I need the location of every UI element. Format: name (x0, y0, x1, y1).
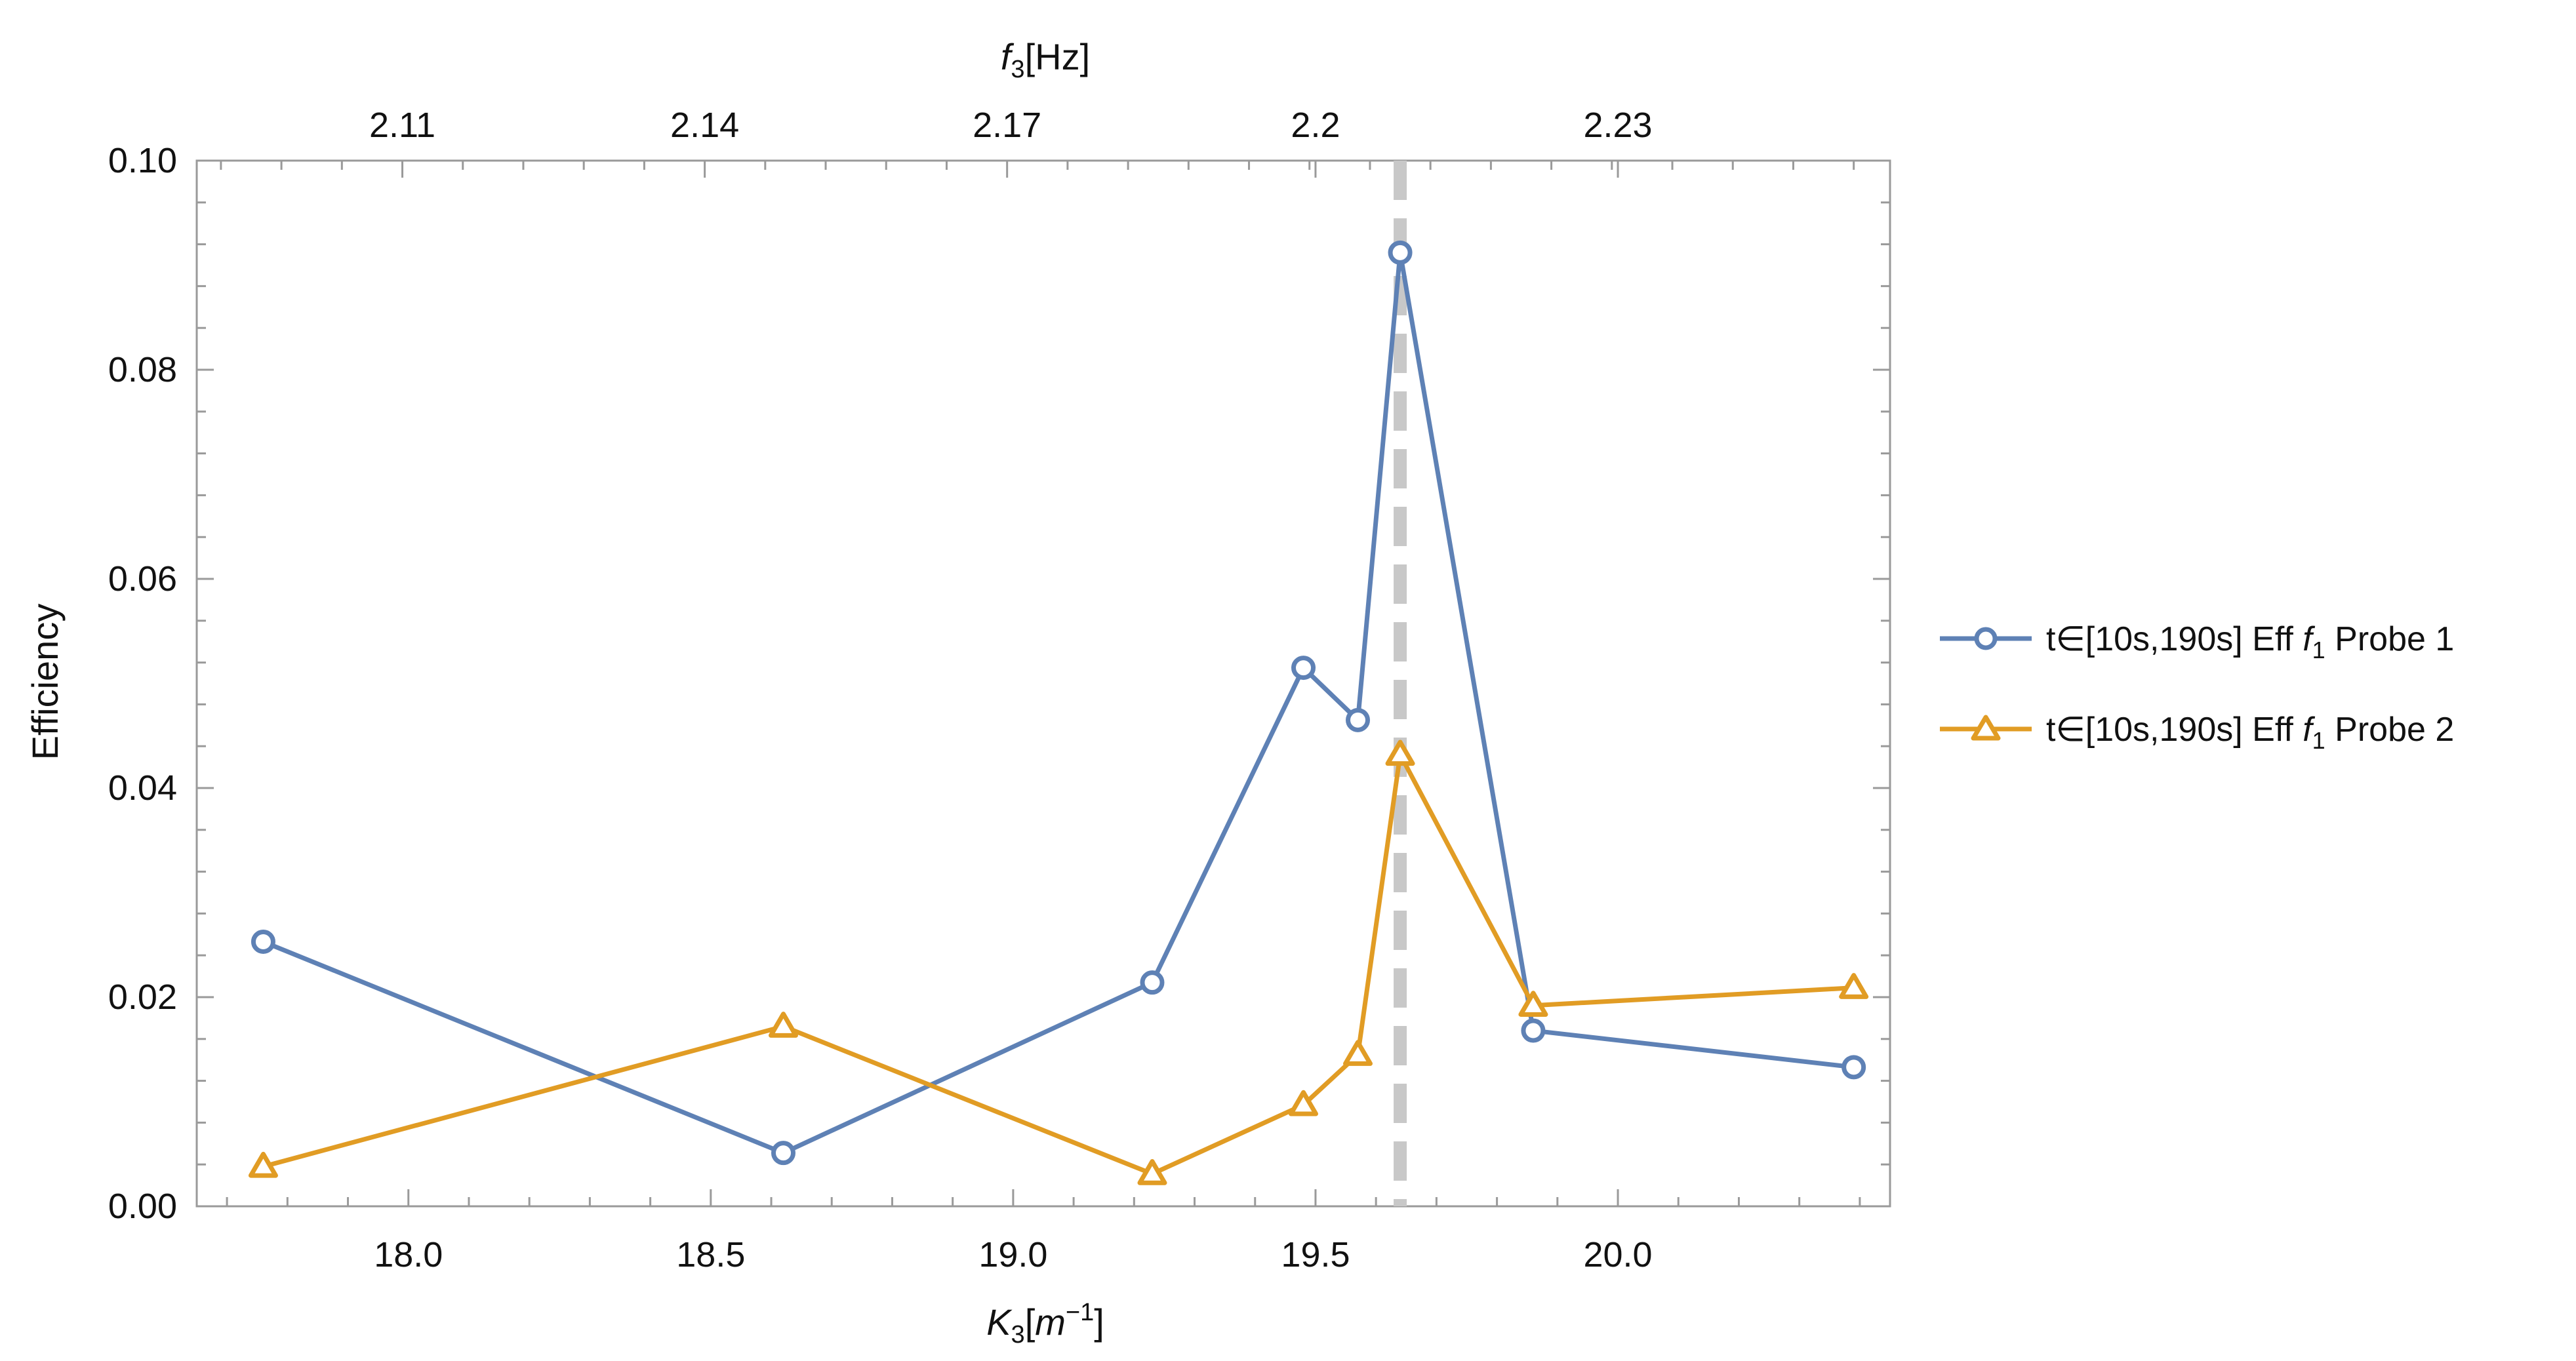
y-tick-label: 0.02 (108, 977, 177, 1017)
top-axis-title-unit: [Hz] (1025, 36, 1091, 77)
series-2 (248, 740, 1869, 1185)
legend-label-probe-2: t∈[10s,190s] Eff f1 Probe 2 (2046, 711, 2454, 754)
legend-label-sub: 1 (2312, 727, 2325, 754)
x-tick-label: 18.5 (676, 1235, 745, 1274)
legend-label-f: f (2303, 711, 2315, 749)
legend: t∈[10s,190s] Eff f1 Probe 1 t∈[10s,190s]… (1940, 620, 2454, 754)
data-point-circle (1388, 240, 1413, 265)
legend-swatch-triangle-marker (1971, 715, 2001, 741)
data-point-triangle (768, 1012, 798, 1038)
top-axis-title-sub: 3 (1011, 56, 1024, 83)
y-tick-label: 0.06 (108, 559, 177, 599)
legend-label-sub: 1 (2312, 637, 2325, 663)
legend-label-probe-1: t∈[10s,190s] Eff f1 Probe 1 (2046, 620, 2454, 663)
data-point-circle (1291, 656, 1316, 680)
data-point-triangle (1839, 973, 1869, 999)
x-tick-label: 18.0 (374, 1235, 443, 1274)
legend-label-suffix: Probe 1 (2325, 620, 2455, 658)
top-tick-label: 2.2 (1291, 106, 1340, 145)
data-point-triangle (1343, 1040, 1373, 1066)
x-axis-title-main: K (986, 1301, 1013, 1343)
legend-label-prefix: t∈[10s,190s] Eff (2046, 711, 2303, 749)
x-axis-title-sub: 3 (1011, 1321, 1025, 1349)
series-group (248, 240, 1869, 1185)
y-tick-label: 0.00 (108, 1187, 177, 1226)
y-tick-label: 0.08 (108, 350, 177, 389)
data-point-circle (251, 929, 275, 954)
x-axis-title-unit: m (1035, 1301, 1066, 1343)
x-axis-title-close: ] (1094, 1301, 1104, 1343)
data-point-circle (1521, 1018, 1546, 1043)
legend-label-prefix: t∈[10s,190s] Eff (2046, 620, 2303, 658)
data-point-circle (1841, 1055, 1866, 1080)
tick-labels: 18.0 18.5 19.0 19.5 20.0 0.00 0.02 0.04 0.06 0.08… (108, 106, 1653, 1274)
legend-swatch-circle-marker (1974, 627, 1998, 650)
x-tick-label: 19.0 (978, 1235, 1047, 1274)
x-tick-label: 19.5 (1281, 1235, 1350, 1274)
plot-frame (195, 159, 1891, 1208)
top-tick-label: 2.11 (369, 106, 435, 145)
data-point-triangle (1289, 1090, 1319, 1116)
top-tick-label: 2.23 (1583, 106, 1652, 145)
y-tick-label: 0.04 (108, 768, 177, 808)
data-point-triangle (1385, 740, 1415, 766)
top-tick-label: 2.17 (973, 106, 1041, 145)
legend-label-suffix: Probe 2 (2325, 711, 2455, 749)
top-axis-title: f3[Hz] (1001, 36, 1090, 83)
tick-marks (197, 159, 1890, 1208)
data-point-circle (1140, 970, 1165, 995)
y-axis-title: Efficiency (24, 604, 66, 760)
x-axis-title: K3[m−1] (986, 1299, 1104, 1349)
y-tick-label: 0.10 (108, 141, 177, 180)
series-line (262, 250, 1855, 1156)
legend-entry-probe-1: t∈[10s,190s] Eff f1 Probe 1 (1940, 620, 2454, 663)
series-1 (251, 240, 1866, 1166)
data-point-triangle (248, 1151, 278, 1178)
data-point-triangle (1518, 991, 1548, 1017)
x-axis-title-open: [ (1025, 1301, 1036, 1343)
legend-entry-probe-2: t∈[10s,190s] Eff f1 Probe 2 (1940, 711, 2454, 754)
top-tick-label: 2.14 (670, 106, 739, 145)
data-point-circle (771, 1141, 795, 1166)
data-point-circle (1346, 707, 1371, 732)
legend-label-f: f (2303, 620, 2315, 658)
x-tick-label: 20.0 (1583, 1235, 1652, 1274)
data-point-triangle (1137, 1159, 1167, 1185)
series-line (262, 752, 1854, 1177)
x-axis-title-sup: −1 (1066, 1299, 1094, 1326)
